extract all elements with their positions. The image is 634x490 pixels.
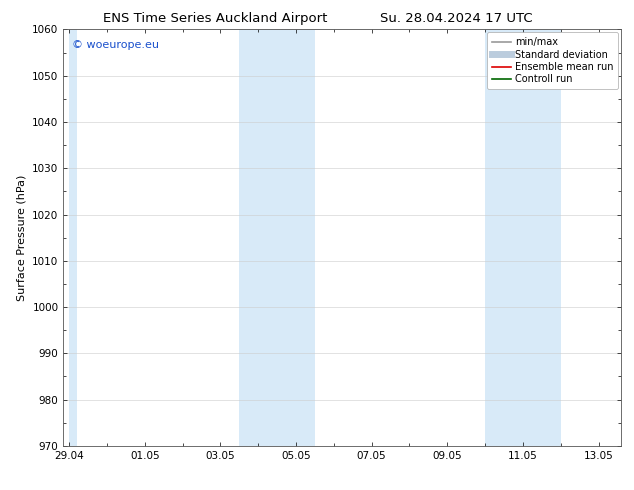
Bar [239, 29, 315, 446]
Text: © woeurope.eu: © woeurope.eu [72, 40, 158, 50]
Text: ENS Time Series Auckland Airport: ENS Time Series Auckland Airport [103, 12, 328, 25]
Legend: min/max, Standard deviation, Ensemble mean run, Controll run: min/max, Standard deviation, Ensemble me… [487, 32, 618, 89]
Bar [69, 29, 77, 446]
Y-axis label: Surface Pressure (hPa): Surface Pressure (hPa) [16, 174, 27, 301]
Text: Su. 28.04.2024 17 UTC: Su. 28.04.2024 17 UTC [380, 12, 533, 25]
Bar [485, 29, 561, 446]
